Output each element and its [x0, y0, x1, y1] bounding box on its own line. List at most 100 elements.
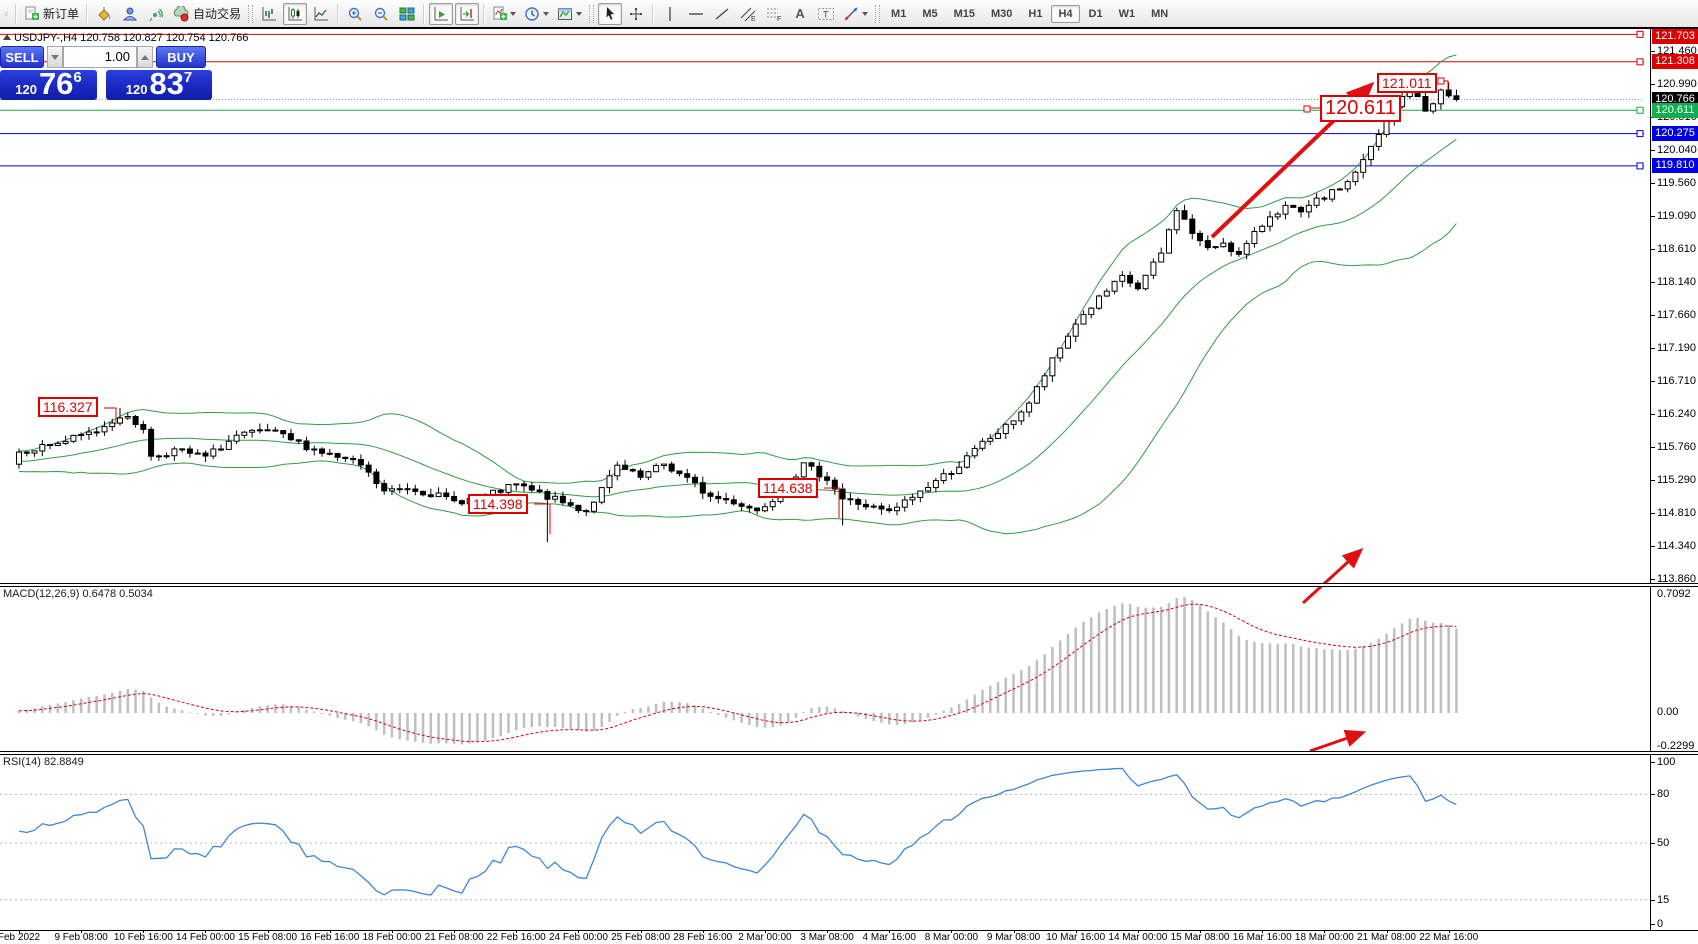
lot-decrease-button[interactable] — [47, 46, 63, 68]
trend-arrow[interactable] — [1301, 547, 1364, 605]
candle-body — [1150, 261, 1157, 276]
lot-size-input[interactable]: 1.00 — [63, 46, 137, 68]
crosshair-tool-button[interactable] — [624, 3, 648, 25]
candle-body — [1274, 213, 1281, 218]
candle-body — [1041, 375, 1048, 388]
price-tick-mark — [1650, 480, 1655, 482]
timeframe-M1[interactable]: M1 — [891, 7, 907, 20]
price-tick-label: 115.760 — [1657, 441, 1696, 454]
candle-body — [1321, 197, 1328, 200]
timeframe-W1[interactable]: W1 — [1118, 7, 1136, 20]
price-tick-mark — [1650, 281, 1655, 283]
timeframe-H4[interactable]: H4 — [1051, 4, 1080, 23]
zoom-in-button[interactable] — [343, 3, 367, 25]
sell-button[interactable]: SELL — [0, 46, 44, 68]
time-axis-label: 15 Mar 08:00 — [1170, 932, 1230, 943]
timeframe-H1[interactable]: H1 — [1028, 7, 1043, 20]
timeframe-group: M1 M5 M15 M30 H1 H4 D1 W1 MN — [883, 4, 1176, 23]
candle-body — [1336, 188, 1343, 191]
candle-body — [62, 440, 69, 444]
text-label-tool-button[interactable]: T — [814, 3, 838, 25]
candle-body — [1127, 274, 1134, 284]
candle-body — [622, 464, 629, 470]
lot-increase-button[interactable] — [137, 46, 153, 68]
dropdown-carat-icon — [510, 11, 517, 16]
vertical-line-icon — [669, 6, 671, 21]
timeframe-MN[interactable]: MN — [1151, 7, 1169, 20]
time-axis-label: 21 Mar 08:00 — [1357, 932, 1416, 943]
candle-body — [1375, 134, 1382, 147]
trend-arrow[interactable] — [1309, 729, 1367, 753]
candle-body — [870, 505, 877, 508]
candle-body — [47, 444, 54, 446]
indicators-button[interactable] — [489, 3, 519, 25]
candle-body — [707, 492, 714, 497]
timeframe-M5[interactable]: M5 — [922, 7, 938, 20]
candle-body — [1251, 231, 1258, 244]
signals-button[interactable] — [144, 3, 168, 25]
toolbar-drag-handle[interactable] — [248, 4, 254, 23]
price-callout[interactable]: 116.327 — [38, 397, 98, 418]
rsi-axis-label: 50 — [1657, 837, 1670, 849]
bar-chart-button[interactable] — [257, 3, 281, 25]
price-tick-label: 114.810 — [1657, 507, 1696, 520]
toolbar-drag-handle[interactable] — [589, 4, 595, 23]
candlestick-chart-button[interactable] — [283, 2, 308, 25]
buy-price-display[interactable]: 120 83 7 — [106, 69, 212, 100]
candle-body — [171, 448, 178, 457]
fibonacci-tool-button[interactable]: F — [762, 3, 786, 25]
profile-button[interactable] — [118, 3, 142, 25]
tile-windows-icon — [399, 7, 415, 20]
candle-body — [521, 483, 527, 487]
timeframe-D1[interactable]: D1 — [1088, 7, 1103, 20]
toolbar-drag-handle[interactable] — [875, 4, 881, 23]
new-order-button[interactable]: 新订单 — [21, 3, 82, 25]
styler-button[interactable] — [92, 3, 116, 25]
time-tick-mark — [764, 930, 766, 933]
arrows-tool-button[interactable] — [840, 3, 871, 25]
timeframe-M30[interactable]: M30 — [991, 7, 1013, 20]
chart-shift-button[interactable] — [455, 2, 480, 25]
line-chart-button[interactable] — [309, 3, 333, 25]
zoom-out-button[interactable] — [369, 3, 393, 25]
candle-body — [963, 455, 970, 468]
collapse-triangle-icon[interactable] — [3, 34, 11, 40]
price-callout[interactable]: 114.398 — [468, 494, 528, 515]
time-tick-mark — [205, 930, 207, 933]
candle-body — [723, 498, 730, 501]
auto-trading-button[interactable]: 自动交易 — [170, 3, 244, 25]
text-tool-button[interactable]: A — [788, 3, 812, 25]
vertical-line-tool-button[interactable] — [658, 3, 682, 25]
candle-body — [101, 426, 108, 433]
timeframe-M15[interactable]: M15 — [953, 7, 975, 20]
candle-body — [1267, 216, 1273, 227]
price-callout[interactable]: 120.611 — [1320, 95, 1401, 122]
time-tick-mark — [951, 930, 953, 933]
channel-tool-button[interactable]: E — [736, 3, 760, 25]
price-callout[interactable]: 114.638 — [758, 478, 818, 499]
templates-button[interactable] — [554, 3, 585, 25]
candle-body — [800, 462, 807, 478]
periods-button[interactable] — [521, 3, 552, 25]
panel-separator[interactable] — [0, 583, 1698, 587]
bollinger-band-line — [18, 223, 1457, 535]
auto-scroll-button[interactable] — [429, 2, 454, 25]
trendline-tool-button[interactable] — [710, 3, 734, 25]
panel-separator[interactable] — [0, 751, 1698, 755]
candle-body — [117, 417, 123, 424]
chart-canvas[interactable] — [0, 29, 1698, 944]
price-callout[interactable]: 121.011 — [1377, 73, 1437, 94]
horizontal-line-tool-button[interactable] — [684, 3, 708, 25]
window-divider — [0, 27, 1698, 29]
price-tick-mark — [1650, 579, 1655, 581]
candle-body — [155, 455, 162, 458]
candle-body — [218, 448, 224, 451]
tile-windows-button[interactable] — [395, 3, 419, 25]
buy-button[interactable]: BUY — [156, 46, 206, 68]
candle-body — [1352, 171, 1359, 183]
candle-body — [280, 430, 287, 435]
symbol-header: USDJPY-,H4 120.758 120.827 120.754 120.7… — [14, 32, 249, 44]
sell-price-display[interactable]: 120 76 6 — [0, 69, 97, 100]
cursor-tool-button[interactable] — [598, 2, 623, 25]
